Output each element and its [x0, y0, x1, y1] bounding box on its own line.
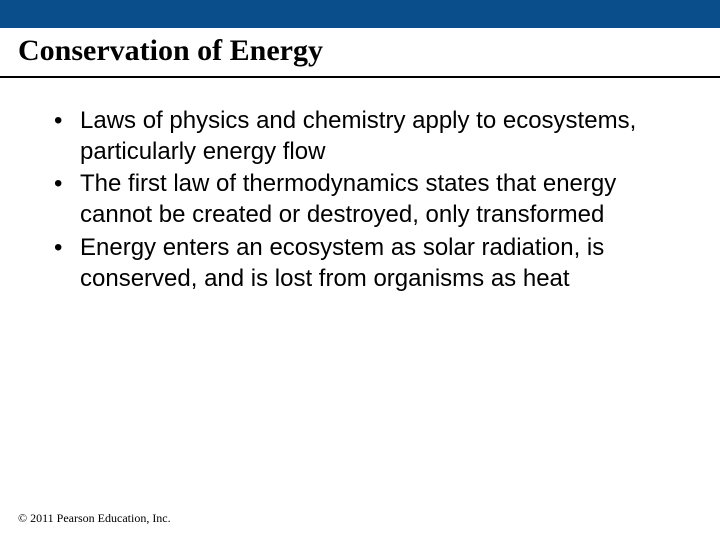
- slide-content: Laws of physics and chemistry apply to e…: [0, 78, 720, 294]
- list-item: Laws of physics and chemistry apply to e…: [40, 106, 680, 167]
- top-color-bar: [0, 0, 720, 28]
- bullet-list: Laws of physics and chemistry apply to e…: [40, 106, 680, 294]
- title-block: Conservation of Energy: [0, 28, 720, 78]
- slide-title: Conservation of Energy: [18, 34, 702, 68]
- list-item: Energy enters an ecosystem as solar radi…: [40, 233, 680, 294]
- list-item: The first law of thermodynamics states t…: [40, 169, 680, 230]
- copyright-footer: © 2011 Pearson Education, Inc.: [18, 511, 171, 526]
